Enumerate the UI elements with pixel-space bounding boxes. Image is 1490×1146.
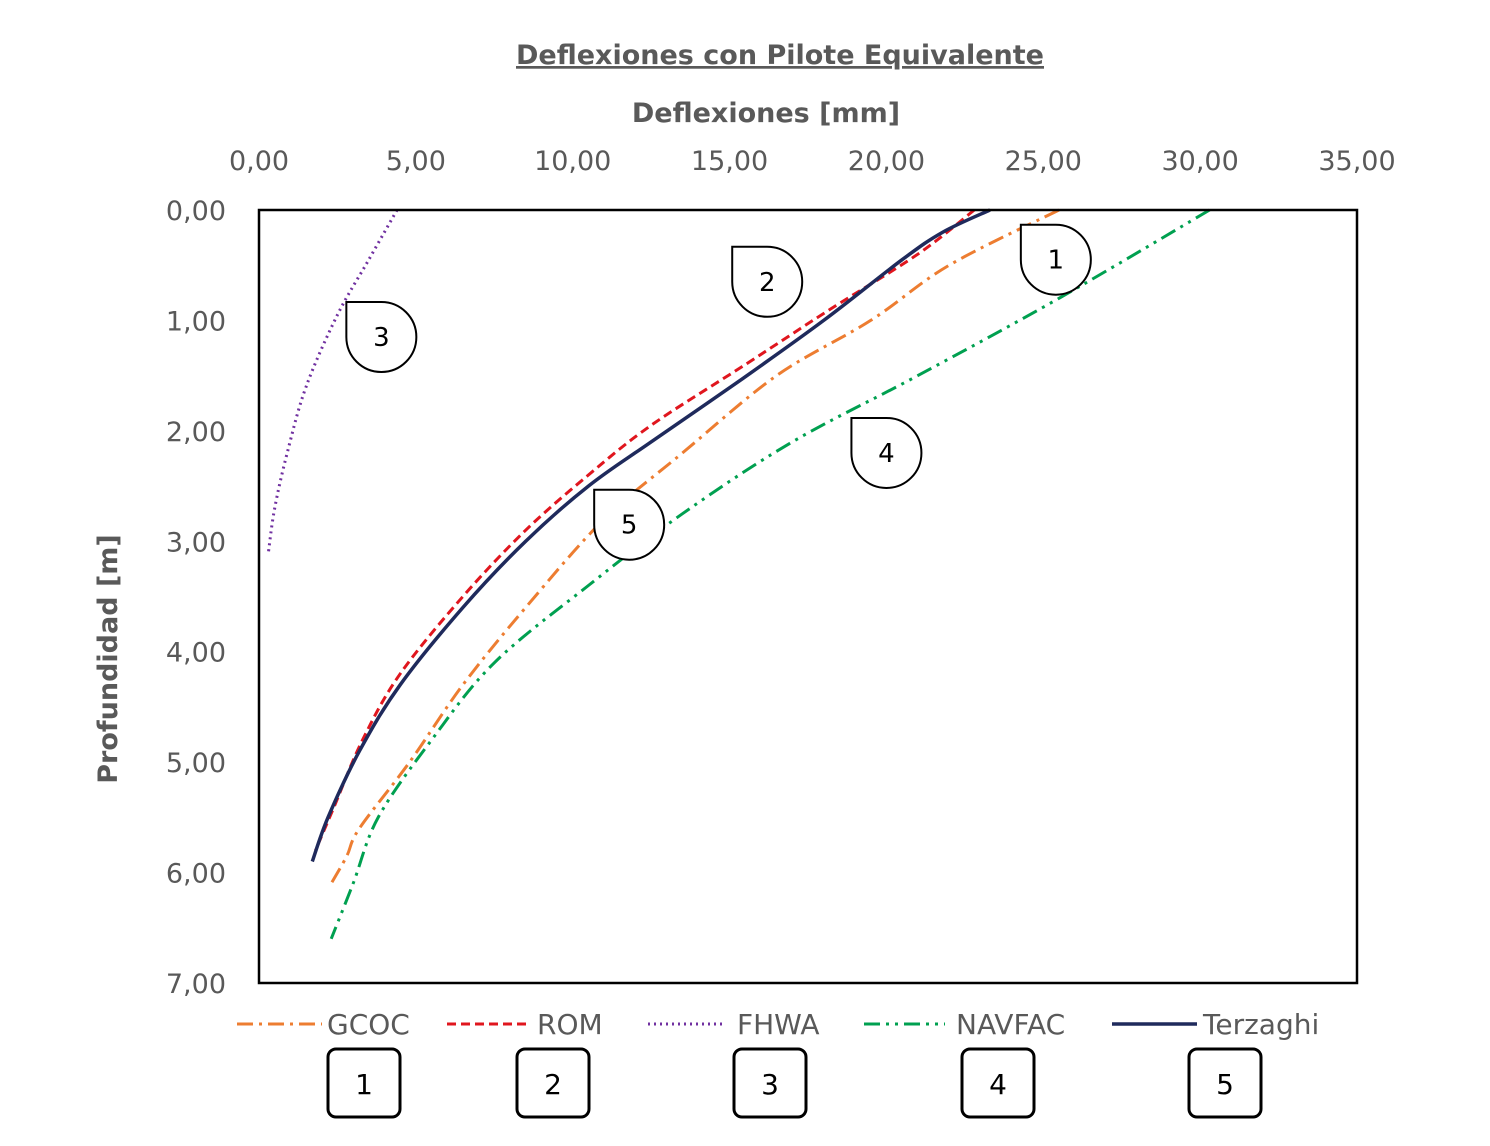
- x-tick-label: 15,00: [691, 146, 768, 177]
- callout-5: 5: [593, 488, 666, 561]
- series-line-fhwa: [266, 209, 399, 553]
- callout-label: 2: [759, 268, 776, 298]
- callout-label: 4: [878, 439, 895, 469]
- x-axis-label: Deflexiones [mm]: [632, 98, 900, 129]
- callout-1: 1: [1019, 223, 1092, 296]
- plot-area-frame: [257, 208, 1359, 985]
- callout-label: 3: [373, 323, 390, 353]
- legend-item-navfac: NAVFAC 4: [864, 1008, 1065, 1119]
- plot-series: [266, 208, 1211, 940]
- x-tick-label: 0,00: [229, 146, 289, 177]
- legend-label: GCOC: [327, 1008, 410, 1041]
- callout-label: 1: [1048, 246, 1065, 276]
- y-tick-label: 0,00: [166, 196, 226, 227]
- x-tick-label: 10,00: [534, 146, 611, 177]
- x-tick-label: 35,00: [1318, 146, 1395, 177]
- legend-item-terzaghi: Terzaghi 5: [1112, 1008, 1319, 1119]
- legend-number-box: [326, 1047, 402, 1119]
- callout-shape: [593, 488, 666, 561]
- x-tick-label: 5,00: [386, 146, 446, 177]
- y-tick-label: 3,00: [166, 527, 226, 558]
- x-tick-labels: 0,00 5,00 10,00 15,00 20,00 25,00 30,00 35,00: [229, 146, 1396, 177]
- legend-number: 5: [1216, 1068, 1234, 1101]
- legend-item-gcoc: GCOC 1: [237, 1008, 410, 1119]
- legend-label: ROM: [537, 1008, 603, 1041]
- callouts: 1 2 3 4 5: [345, 223, 1092, 561]
- callout-shape: [850, 416, 923, 489]
- legend-number: 4: [989, 1068, 1007, 1101]
- legend-number-box: [1187, 1047, 1263, 1119]
- callout-2: 2: [731, 245, 804, 318]
- callout-shape: [731, 245, 804, 318]
- y-tick-label: 1,00: [166, 306, 226, 337]
- x-tick-label: 30,00: [1161, 146, 1238, 177]
- legend-number-box: [960, 1047, 1036, 1119]
- callout-3: 3: [345, 300, 418, 373]
- callout-4: 4: [850, 416, 923, 489]
- y-tick-label: 7,00: [166, 969, 226, 1000]
- chart-title: Deflexiones con Pilote Equivalente: [516, 40, 1044, 71]
- y-tick-labels: 0,00 1,00 2,00 3,00 4,00 5,00 6,00 7,00: [166, 196, 226, 1000]
- legend-number: 2: [544, 1068, 562, 1101]
- x-tick-label: 20,00: [848, 146, 925, 177]
- legend-number-box: [732, 1047, 808, 1119]
- y-axis-label: Profundidad [m]: [93, 534, 124, 784]
- callout-shape: [345, 300, 418, 373]
- legend-item-fhwa: FHWA 3: [648, 1008, 819, 1119]
- callout-label: 5: [621, 511, 638, 541]
- callout-shape: [1019, 223, 1092, 296]
- y-tick-label: 4,00: [166, 638, 226, 669]
- legend-label: Terzaghi: [1202, 1008, 1319, 1041]
- legend-label: NAVFAC: [956, 1008, 1065, 1041]
- legend-number: 3: [761, 1068, 779, 1101]
- legend-number-box: [515, 1047, 591, 1119]
- series-line-navfac: [329, 208, 1211, 940]
- series-line-gcoc: [329, 208, 1060, 885]
- legend-label: FHWA: [737, 1008, 819, 1041]
- y-tick-label: 6,00: [166, 859, 226, 890]
- series-line-rom: [314, 208, 976, 852]
- y-tick-label: 2,00: [166, 417, 226, 448]
- y-tick-label: 5,00: [166, 748, 226, 779]
- legend: GCOC 1 ROM 2 FHWA 3 NAVFAC 4 Terzaghi 5: [237, 1008, 1319, 1119]
- legend-item-rom: ROM 2: [447, 1008, 603, 1119]
- legend-number: 1: [355, 1068, 373, 1101]
- x-tick-label: 25,00: [1005, 146, 1082, 177]
- series-line-terzaghi: [310, 208, 991, 863]
